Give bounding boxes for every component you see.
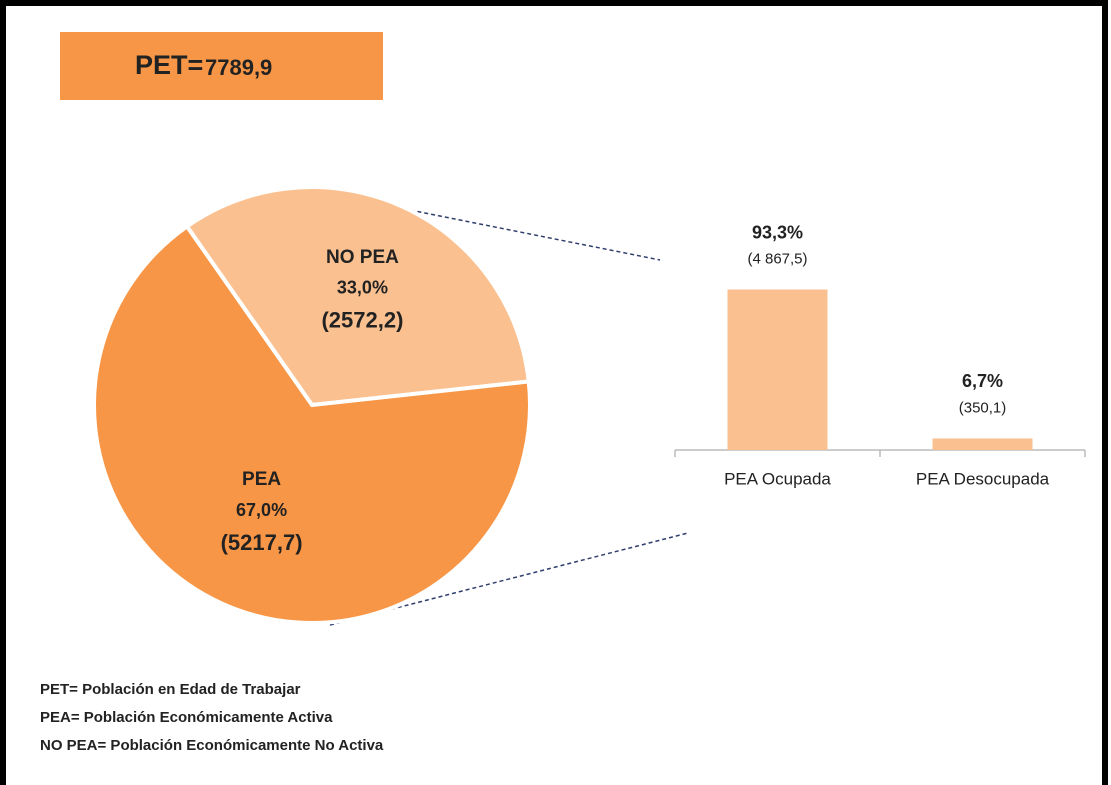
slice-value-label: 33,0% <box>337 278 388 298</box>
bar-value-label: 6,7% <box>962 371 1003 391</box>
pie-slice <box>92 223 532 625</box>
note: PEA= Población Económicamente Activa <box>40 709 333 726</box>
slice-count-label: (5217,7) <box>221 530 303 555</box>
bar-count-label: (4 867,5) <box>747 250 807 267</box>
header-value: 7789,9 <box>205 55 272 80</box>
slice-value-label: 67,0% <box>236 500 287 520</box>
header-label: PET= <box>135 50 203 80</box>
bar <box>727 289 828 450</box>
bar-count-label: (350,1) <box>959 399 1007 416</box>
header-box <box>60 32 383 100</box>
slice-label: NO PEA <box>326 247 399 268</box>
note: PET= Población en Edad de Trabajar <box>40 681 301 698</box>
slice-count-label: (2572,2) <box>321 308 403 333</box>
connector <box>334 194 661 261</box>
x-tick-label: PEA Desocupada <box>916 469 1050 488</box>
x-tick-label: PEA Ocupada <box>724 469 831 488</box>
connector <box>329 532 689 626</box>
slice-label: PEA <box>242 469 281 490</box>
note: NO PEA= Población Económicamente No Acti… <box>40 737 384 754</box>
bar-value-label: 93,3% <box>752 222 803 242</box>
bar <box>932 438 1033 450</box>
pie-slice <box>184 185 531 408</box>
